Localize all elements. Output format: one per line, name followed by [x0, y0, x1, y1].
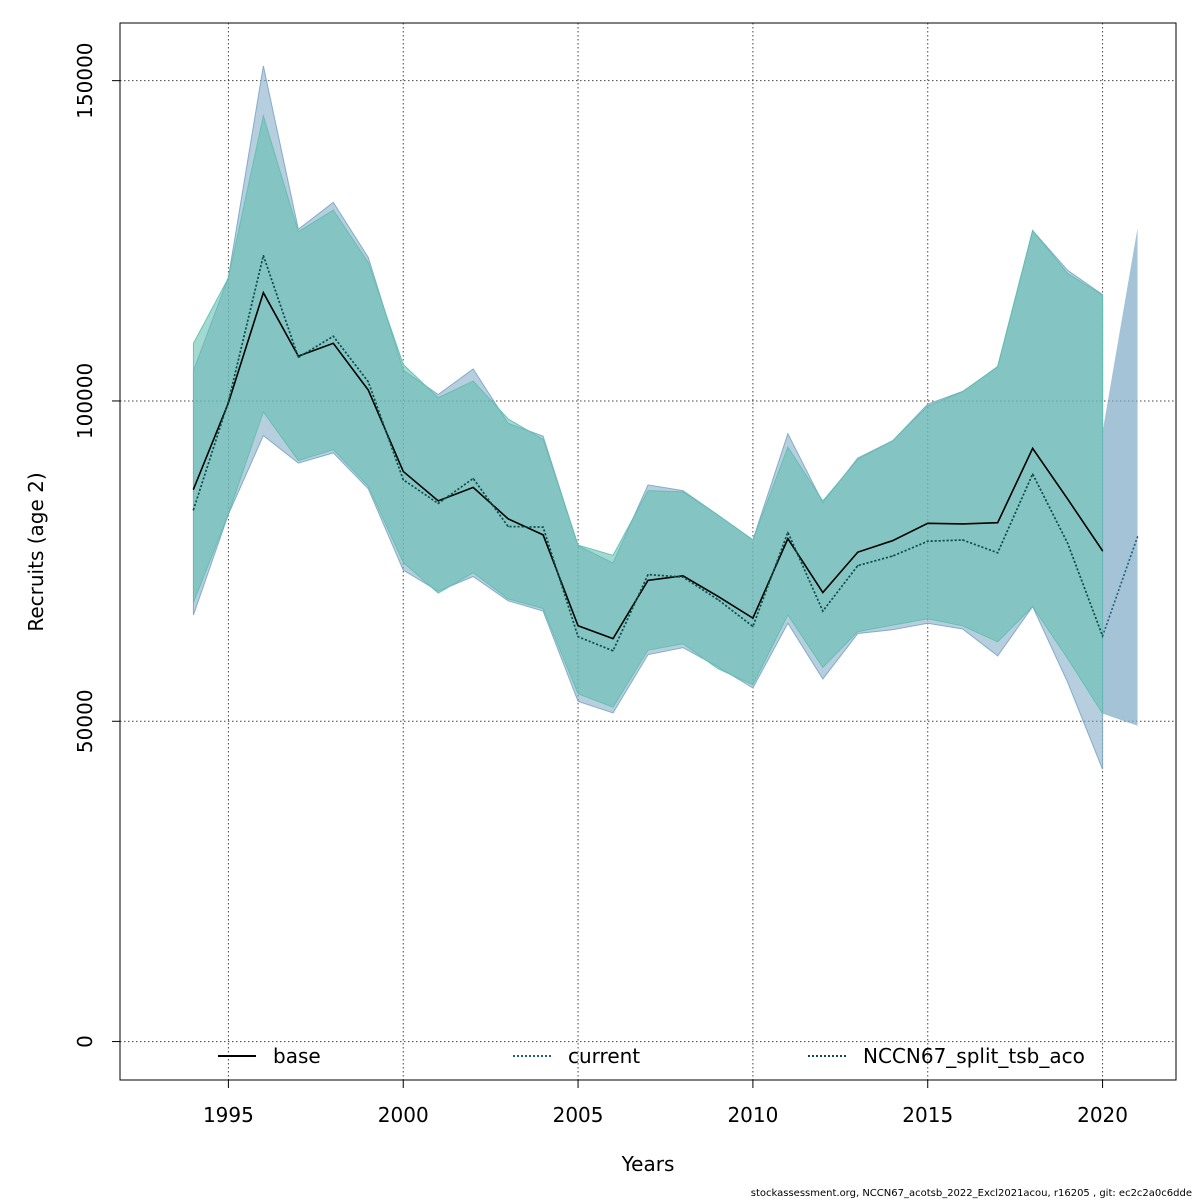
data-point-base	[472, 486, 474, 489]
data-point-current	[1136, 536, 1139, 538]
y-tick-label: 100000	[73, 363, 97, 439]
data-point-base	[822, 591, 824, 594]
confidence-bands	[192, 65, 1138, 770]
data-point-base	[752, 617, 754, 619]
data-point-base	[997, 522, 999, 524]
data-point-base	[857, 551, 859, 553]
data-point-base	[682, 575, 684, 577]
confidence-band-current-projection	[1102, 227, 1138, 726]
data-point-base	[402, 470, 404, 473]
series-lines	[192, 252, 1139, 652]
footer-credit: stockassessment.org, NCCN67_acotsb_2022_…	[750, 1188, 1192, 1199]
data-point-NCCN67_split_tsb_aco	[437, 502, 439, 505]
legend: base current NCCN67_split_tsb_aco	[218, 1044, 1085, 1068]
data-point-base	[612, 638, 614, 640]
data-point-base	[262, 292, 264, 294]
data-point-NCCN67_split_tsb_aco	[1067, 542, 1069, 544]
data-point-NCCN67_split_tsb_aco	[577, 636, 579, 638]
legend-label-base: base	[273, 1044, 321, 1068]
data-point-NCCN67_split_tsb_aco	[367, 381, 369, 383]
data-point-base	[542, 534, 544, 536]
data-point-NCCN67_split_tsb_aco	[262, 254, 264, 257]
data-point-NCCN67_split_tsb_aco	[682, 576, 684, 578]
data-point-NCCN67_split_tsb_aco	[402, 479, 404, 481]
data-point-base	[717, 595, 719, 597]
series-line-NCCN67_split_tsb_aco	[192, 252, 1104, 652]
data-point-base	[892, 540, 894, 542]
x-axis-title: Years	[621, 1152, 675, 1176]
data-point-base	[332, 342, 334, 344]
data-point-NCCN67_split_tsb_aco	[892, 555, 894, 557]
x-axis: 1995 2000 2005 2010 2015 2020	[203, 1080, 1128, 1127]
data-point-NCCN67_split_tsb_aco	[472, 477, 474, 480]
legend-label-NCCN67_split_tsb_aco: NCCN67_split_tsb_aco	[863, 1044, 1085, 1068]
data-point-NCCN67_split_tsb_aco	[1032, 473, 1034, 475]
data-point-NCCN67_split_tsb_aco	[612, 650, 614, 652]
data-point-NCCN67_split_tsb_aco	[1101, 635, 1104, 637]
data-point-NCCN67_split_tsb_aco	[647, 573, 649, 576]
plot-frame	[119, 22, 1177, 1081]
data-point-base	[1032, 447, 1034, 449]
data-point-NCCN67_split_tsb_aco	[507, 525, 509, 528]
data-point-NCCN67_split_tsb_aco	[192, 509, 195, 511]
data-point-base	[577, 625, 579, 627]
data-point-base	[1101, 550, 1104, 552]
data-point-NCCN67_split_tsb_aco	[332, 335, 334, 337]
x-tick-label: 2005	[553, 1103, 604, 1127]
data-point-NCCN67_split_tsb_aco	[822, 610, 824, 612]
data-point-base	[507, 518, 509, 520]
y-axis: 0 50000 100000 150000	[73, 42, 120, 1048]
y-tick-label: 50000	[73, 689, 97, 753]
x-tick-label: 1995	[203, 1103, 254, 1127]
data-point-NCCN67_split_tsb_aco	[542, 526, 544, 528]
y-tick-label: 0	[73, 1035, 97, 1048]
x-tick-label: 2015	[902, 1103, 953, 1127]
data-point-NCCN67_split_tsb_aco	[717, 598, 719, 601]
data-point-NCCN67_split_tsb_aco	[927, 540, 929, 542]
data-point-NCCN67_split_tsb_aco	[857, 564, 859, 567]
y-axis-title: Recruits (age 2)	[24, 472, 48, 631]
data-point-NCCN67_split_tsb_aco	[752, 625, 754, 628]
data-point-base	[927, 522, 929, 524]
data-point-base	[437, 500, 439, 502]
data-point-NCCN67_split_tsb_aco	[787, 531, 789, 533]
legend-label-current: current	[568, 1044, 640, 1068]
data-point-NCCN67_split_tsb_aco	[962, 539, 964, 541]
x-tick-label: 2010	[727, 1103, 778, 1127]
x-tick-label: 2000	[378, 1103, 429, 1127]
x-tick-label: 2020	[1077, 1103, 1128, 1127]
data-point-base	[787, 538, 789, 540]
data-point-NCCN67_split_tsb_aco	[227, 400, 229, 403]
data-point-base	[367, 389, 369, 391]
data-point-NCCN67_split_tsb_aco	[297, 356, 299, 358]
data-point-base	[962, 523, 964, 525]
data-point-base	[647, 579, 649, 581]
y-tick-label: 150000	[73, 42, 97, 118]
data-point-base	[1067, 498, 1069, 500]
data-point-base	[192, 488, 195, 490]
data-point-NCCN67_split_tsb_aco	[997, 552, 999, 554]
